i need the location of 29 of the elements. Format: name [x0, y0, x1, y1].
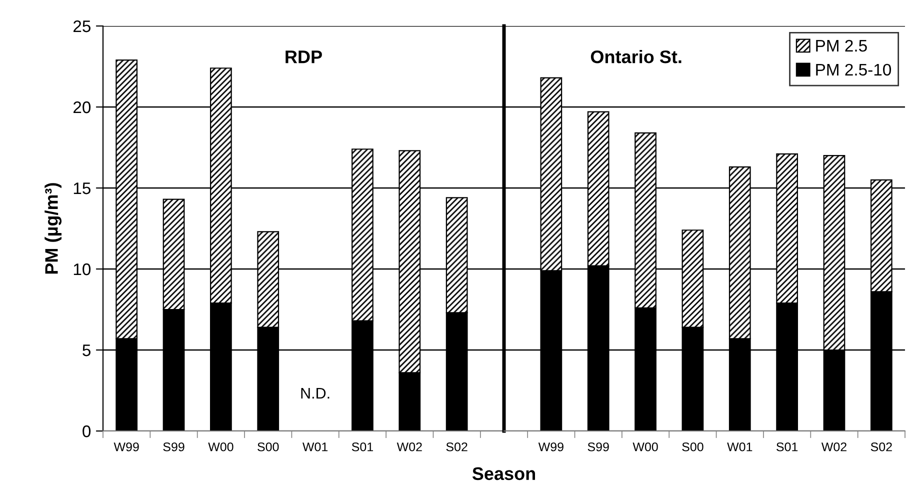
x-tick-label: S99: [588, 442, 609, 452]
x-tick-label: W01: [727, 442, 752, 452]
annotation: N.D.: [301, 388, 330, 398]
x-tick-label: S00: [682, 442, 704, 452]
x-tick-label: W99: [538, 442, 564, 452]
x-tick-label: W01: [302, 442, 328, 452]
text: Ontario St.: [590, 50, 682, 64]
legend-label: PM 2.5: [816, 40, 867, 52]
y-tick-label: 20: [73, 101, 91, 114]
x-tick-label: S00: [258, 442, 279, 452]
text: RDP: [286, 50, 322, 64]
y-tick-label: 0: [82, 425, 91, 438]
x-tick-label: S01: [352, 442, 373, 452]
x-tick-label: W99: [114, 442, 139, 452]
y-axis-title: PM (µg/m³): [44, 183, 62, 274]
y-tick-label: 5: [82, 344, 90, 356]
legend-label: PM 2.5-10: [816, 64, 892, 76]
x-tick-label: W02: [396, 442, 422, 452]
y-tick-label: 25: [73, 20, 90, 32]
x-tick-label: W02: [821, 442, 846, 452]
x-tick-label: W00: [208, 442, 234, 452]
x-tick-label: S02: [870, 442, 892, 452]
y-tick-label: 15: [74, 182, 90, 194]
x-axis-title: Season: [472, 467, 535, 480]
y-tick-label: 10: [74, 263, 91, 276]
x-tick-label: S02: [446, 442, 468, 452]
x-tick-label: S99: [163, 442, 184, 452]
x-tick-label: W00: [632, 442, 658, 452]
x-tick-label: S01: [776, 442, 798, 452]
